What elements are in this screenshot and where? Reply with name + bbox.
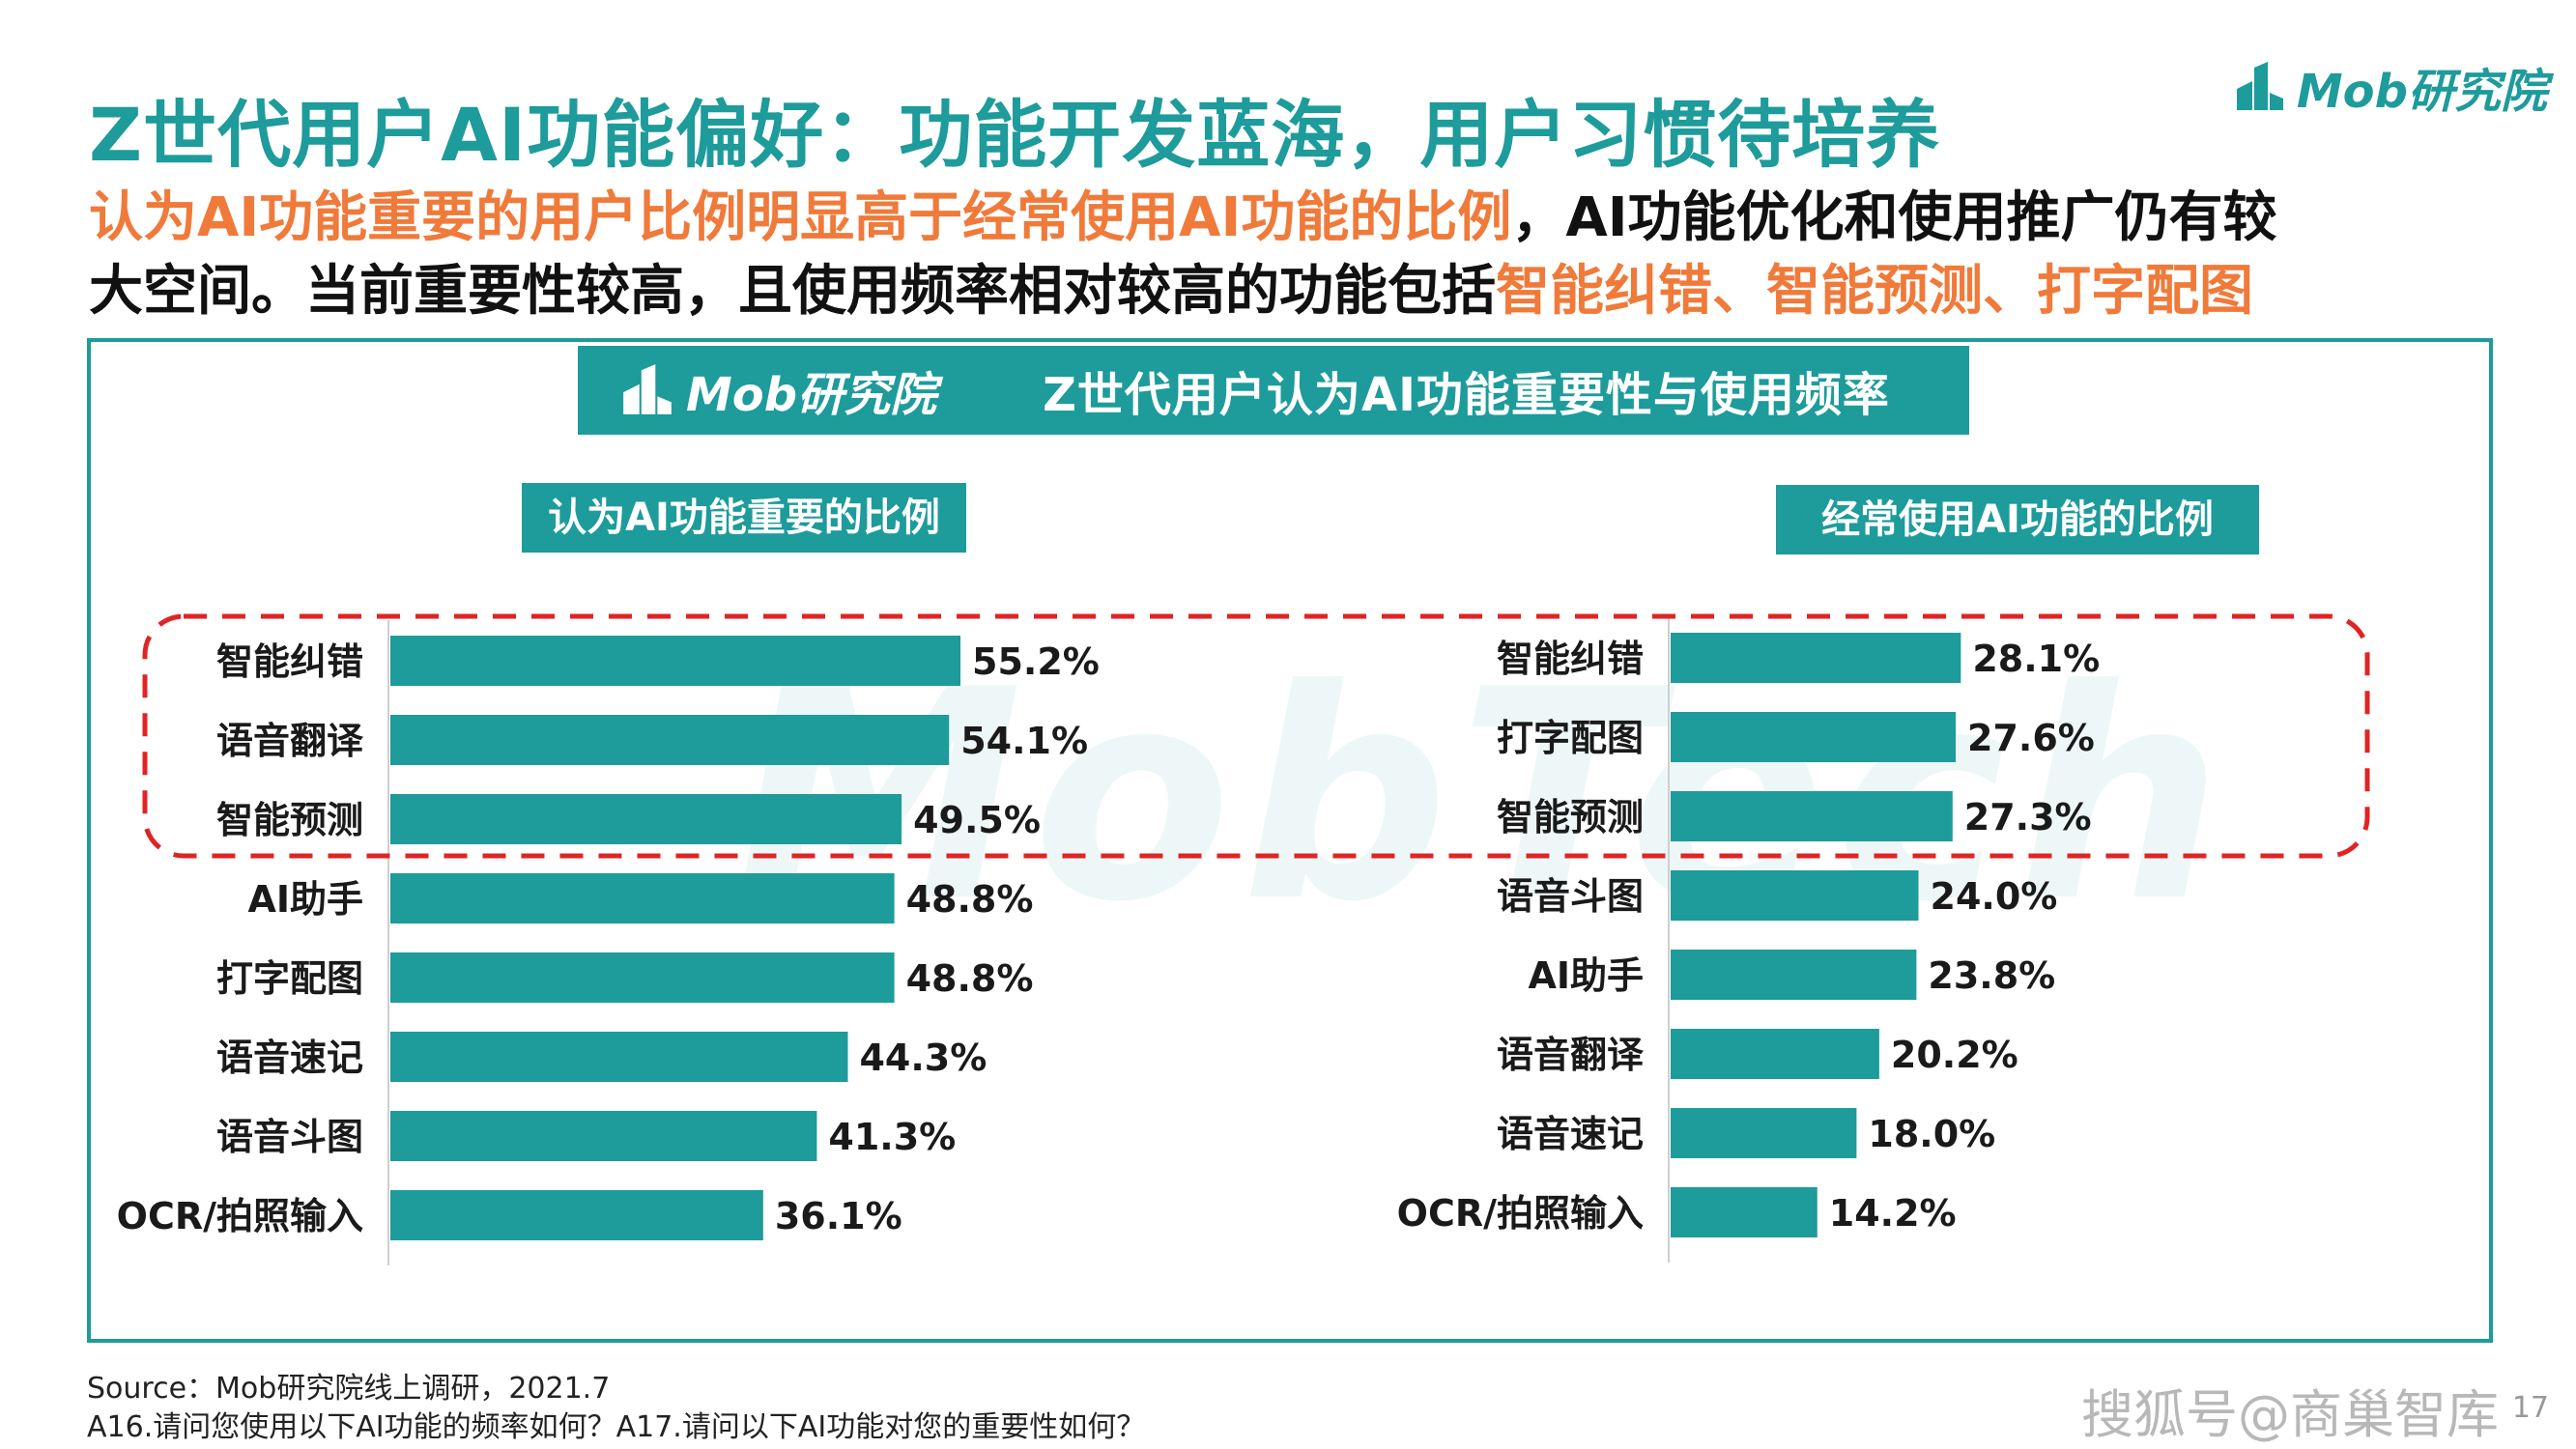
category-label: 打字配图 xyxy=(216,957,363,1000)
value-label: 28.1% xyxy=(1972,638,2100,680)
brand-logo: Mob研究院 xyxy=(2233,53,2547,121)
value-label: 54.1% xyxy=(960,720,1088,762)
bar xyxy=(390,1111,817,1161)
bar xyxy=(390,873,895,923)
category-label: 智能预测 xyxy=(1497,796,1644,838)
category-label: 打字配图 xyxy=(1497,717,1644,759)
category-label: 语音翻译 xyxy=(216,720,364,762)
subtitle-highlight-1: 认为AI功能重要的用户比例明显高于经常使用AI功能的比例 xyxy=(89,186,1512,249)
subtitle-text-2: 大空间。当前重要性较高，且使用频率相对较高的功能包括 xyxy=(89,260,1496,323)
value-label: 44.3% xyxy=(859,1037,987,1079)
value-label: 24.0% xyxy=(1931,875,2058,918)
bar xyxy=(1671,1029,1879,1079)
bar xyxy=(390,1032,848,1082)
header-brand-text: Mob研究院 xyxy=(686,368,937,422)
value-label: 23.8% xyxy=(1928,954,2055,997)
highlight-dashed-box xyxy=(142,613,2370,859)
page-number: 17 xyxy=(2511,1391,2549,1425)
category-label: 语音速记 xyxy=(216,1037,363,1079)
category-label: 语音斗图 xyxy=(1497,875,1644,918)
source-line-1: Source：Mob研究院线上调研，2021.7 xyxy=(87,1372,611,1406)
bar xyxy=(1671,791,1953,841)
subtitle-text-1: ，AI功能优化和使用推广仍有较 xyxy=(1511,186,2277,249)
bar xyxy=(1671,712,1956,762)
subtitle-highlight-2: 智能纠错、智能预测、打字配图 xyxy=(1496,260,2253,323)
bar xyxy=(390,794,902,844)
bar xyxy=(390,952,895,1003)
building-logo-icon xyxy=(2236,62,2283,110)
value-label: 41.3% xyxy=(828,1116,956,1158)
category-label: OCR/拍照输入 xyxy=(1397,1192,1644,1235)
source-line-2: A16.请问您使用以下AI功能的频率如何？A17.请问以下AI功能对您的重要性如… xyxy=(87,1410,1146,1444)
bar xyxy=(390,636,960,686)
category-label: 语音翻译 xyxy=(1497,1034,1645,1076)
chart-header-title: Z世代用户认为AI功能重要性与使用频率 xyxy=(1043,368,1890,422)
chart-frame xyxy=(87,338,2493,1343)
category-label: 语音速记 xyxy=(1497,1113,1644,1155)
value-label: 36.1% xyxy=(775,1195,902,1237)
brand-text: Mob研究院 xyxy=(2296,65,2547,119)
background-watermark: MobTech xyxy=(734,628,2233,965)
category-label: 智能纠错 xyxy=(216,640,363,683)
value-label: 48.8% xyxy=(906,957,1034,1000)
value-label: 48.8% xyxy=(906,878,1034,921)
right-chart-title: 经常使用AI功能的比例 xyxy=(1776,485,2259,554)
bar xyxy=(1671,633,1961,683)
category-label: AI助手 xyxy=(247,878,363,921)
source-note: Source：Mob研究院线上调研，2021.7 A16.请问您使用以下AI功能… xyxy=(87,1370,1145,1447)
category-label: 智能纠错 xyxy=(1497,638,1644,680)
building-logo-icon xyxy=(623,364,672,414)
category-label: 智能预测 xyxy=(216,799,363,841)
left-bar-chart: 智能纠错 55.2% 语音翻译 54.1% 智能预测 49.5% AI助手 48.8% 打字配图… xyxy=(117,620,1100,1265)
value-label: 49.5% xyxy=(913,799,1041,841)
sohu-watermark: 搜狐号@商巢智库 xyxy=(2081,1384,2499,1445)
subtitle: 认为AI功能重要的用户比例明显高于经常使用AI功能的比例，AI功能优化和使用推广… xyxy=(89,182,2524,328)
category-label: AI助手 xyxy=(1528,954,1644,997)
value-label: 18.0% xyxy=(1868,1113,1995,1155)
value-label: 20.2% xyxy=(1891,1034,2018,1076)
left-chart-title: 认为AI功能重要的比例 xyxy=(522,483,966,553)
bar xyxy=(1671,950,1917,1000)
value-label: 27.6% xyxy=(1967,717,2095,759)
value-label: 14.2% xyxy=(1829,1192,1957,1235)
value-label: 55.2% xyxy=(972,640,1100,683)
bar xyxy=(1671,1187,1818,1237)
category-label: OCR/拍照输入 xyxy=(117,1195,363,1237)
category-label: 语音斗图 xyxy=(216,1116,363,1158)
chart-header: Mob研究院 Z世代用户认为AI功能重要性与使用频率 xyxy=(578,346,1969,435)
bar xyxy=(1671,870,1919,921)
right-bar-chart: 智能纠错 28.1% 打字配图 27.6% 智能预测 27.3% 语音斗图 24.0% AI助手… xyxy=(1397,617,2100,1263)
bar xyxy=(1671,1108,1857,1158)
bar xyxy=(390,1190,763,1240)
page-title: Z世代用户AI功能偏好：功能开发蓝海，用户习惯待培养 xyxy=(89,92,1941,178)
value-label: 27.3% xyxy=(1964,796,2092,838)
header-brand: Mob研究院 xyxy=(616,356,936,424)
bar xyxy=(390,715,950,765)
